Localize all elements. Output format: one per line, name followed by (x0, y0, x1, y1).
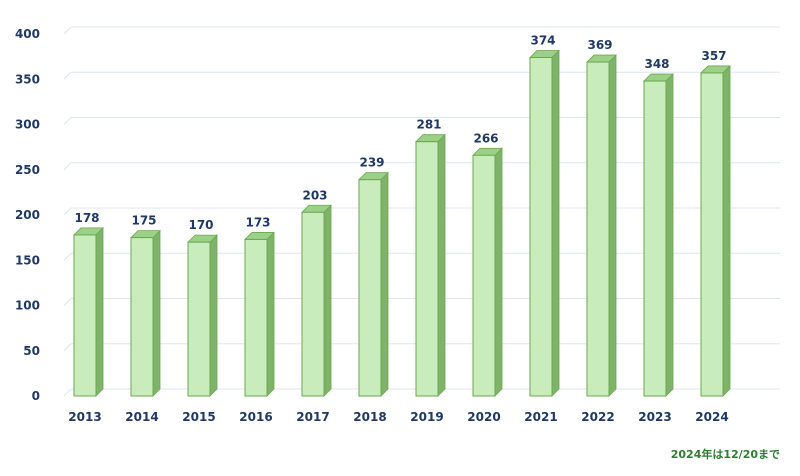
gridline-depth-6 (63, 117, 72, 125)
data-label: 173 (245, 215, 270, 229)
x-tick-label: 2016 (239, 410, 272, 424)
x-tick-label: 2024 (695, 410, 728, 424)
y-tick-label: 100 (15, 299, 40, 313)
y-tick-label: 300 (15, 118, 40, 132)
x-tick-label: 2014 (125, 410, 158, 424)
gridline-depth-3 (63, 252, 72, 261)
bar-side (95, 226, 104, 397)
bar-front (358, 179, 382, 397)
data-label: 281 (416, 118, 441, 132)
data-label: 374 (530, 34, 555, 48)
bars: 178 175 170 173 203 239 281 266 374 369 348 357 (73, 34, 731, 397)
bar-2024 (700, 64, 731, 397)
x-tick-label: 2021 (524, 410, 557, 424)
gridline-depth-0 (63, 388, 72, 397)
gridline-depth-5 (63, 162, 72, 171)
bar-front (244, 238, 268, 397)
data-label: 203 (302, 188, 327, 202)
bar-front (700, 72, 724, 397)
y-tick-label: 150 (15, 253, 40, 267)
gridline-depth-2 (63, 298, 72, 306)
y-tick-label: 350 (15, 72, 40, 86)
bar-2022 (586, 54, 617, 397)
bar-front (301, 211, 325, 397)
bar-side (266, 231, 275, 397)
bar-front (586, 61, 610, 397)
bar-side (722, 64, 731, 397)
gridline-depth-4 (63, 207, 72, 216)
bar-2021 (529, 49, 560, 397)
x-tick-label: 2017 (296, 410, 329, 424)
bar-2016 (244, 231, 275, 397)
x-tick-label: 2015 (182, 410, 215, 424)
bar-2018 (358, 171, 389, 397)
gridline-depth-1 (63, 343, 72, 352)
x-tick-label: 2019 (410, 410, 443, 424)
bar-side (494, 147, 503, 397)
bar-side (665, 73, 674, 397)
bar-side (551, 49, 560, 397)
data-label: 175 (131, 214, 156, 228)
data-label: 357 (701, 49, 726, 63)
data-label: 266 (473, 131, 498, 145)
bar-side (209, 234, 218, 397)
bar-front (472, 154, 496, 397)
x-axis-tick-labels: 2013 2014 2015 2016 2017 2018 2019 2020 2021 2022… (68, 410, 728, 424)
y-tick-label: 0 (32, 389, 40, 403)
x-tick-label: 2013 (68, 410, 101, 424)
bar-2019 (415, 133, 446, 397)
x-tick-label: 2023 (638, 410, 671, 424)
bar-2015 (187, 234, 218, 397)
footnote-annotation: 2024年は12/20まで (670, 448, 780, 461)
gridline-depth-7 (63, 71, 72, 80)
data-label: 348 (644, 57, 669, 71)
y-tick-label: 250 (15, 163, 40, 177)
y-tick-label: 50 (23, 344, 40, 358)
bar-2017 (301, 204, 332, 397)
bar-front (529, 57, 553, 397)
bar-2020 (472, 147, 503, 397)
x-tick-label: 2022 (581, 410, 614, 424)
x-tick-label: 2018 (353, 410, 386, 424)
data-label: 369 (587, 38, 612, 52)
y-tick-label: 200 (15, 208, 40, 222)
bar-front (643, 80, 667, 397)
bar-2014 (130, 229, 161, 397)
bar-front (130, 237, 154, 397)
bar-2023 (643, 73, 674, 397)
bar-side (323, 204, 332, 397)
bar-front (73, 234, 97, 397)
bar-front (415, 141, 439, 397)
bar-side (608, 54, 617, 397)
bar-front (187, 241, 211, 397)
x-tick-label: 2020 (467, 410, 500, 424)
data-label: 170 (188, 218, 213, 232)
y-axis-tick-labels: 0 50 100 150 200 250 300 350 400 (15, 27, 40, 403)
data-label: 178 (74, 211, 99, 225)
bar-side (152, 229, 161, 397)
gridline-depth-8 (63, 26, 72, 35)
bar-2013 (73, 226, 104, 397)
y-tick-label: 400 (15, 27, 40, 41)
bar-side (380, 171, 389, 397)
data-label: 239 (359, 156, 384, 170)
bar-side (437, 133, 446, 397)
